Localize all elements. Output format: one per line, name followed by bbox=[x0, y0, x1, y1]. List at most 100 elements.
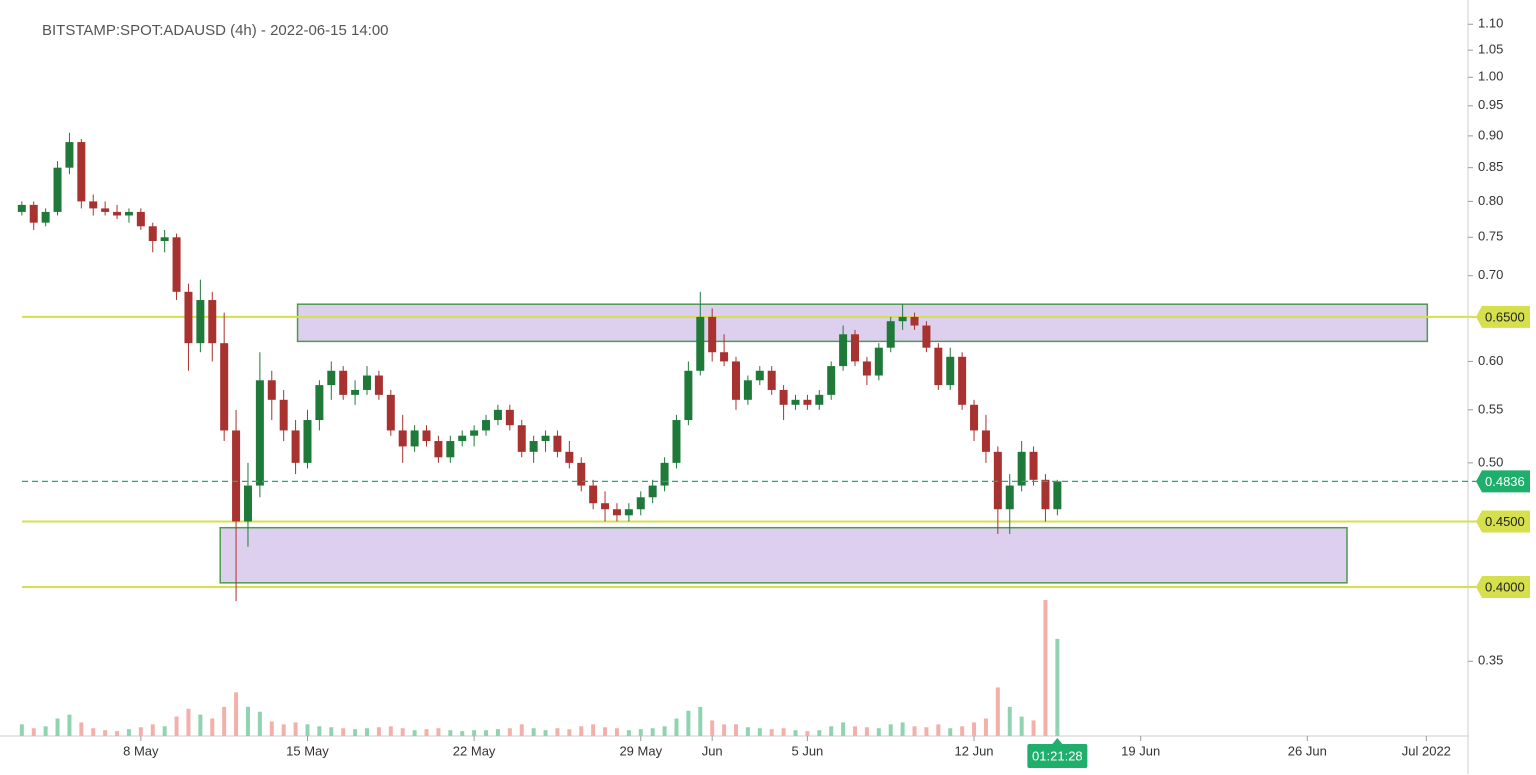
volume-bar bbox=[507, 728, 512, 736]
candle-body bbox=[458, 435, 467, 442]
countdown-badge bbox=[1027, 744, 1088, 768]
candle-body bbox=[910, 316, 919, 326]
volume-bar bbox=[376, 727, 381, 736]
candle-body bbox=[386, 394, 395, 431]
level-badge bbox=[1476, 575, 1530, 598]
candle-body bbox=[493, 409, 502, 421]
candle-body bbox=[589, 485, 598, 504]
volume-bar bbox=[174, 716, 179, 736]
volume-bar bbox=[543, 730, 548, 736]
candle-body bbox=[505, 409, 514, 426]
candle-body bbox=[363, 375, 371, 390]
candle-body bbox=[1041, 479, 1050, 510]
volume-bar bbox=[162, 726, 167, 736]
candle-body bbox=[434, 441, 443, 458]
y-tick-label: 0.75 bbox=[1478, 229, 1503, 244]
candle-body bbox=[255, 380, 264, 486]
candle-body bbox=[446, 441, 455, 458]
candle-body bbox=[327, 370, 336, 386]
candle-body bbox=[672, 420, 681, 463]
y-tick-label: 0.35 bbox=[1478, 653, 1503, 668]
volume-bar bbox=[79, 722, 84, 736]
candle-body bbox=[196, 300, 205, 344]
candle-body bbox=[827, 366, 836, 395]
candle-body bbox=[470, 430, 479, 436]
candle-body bbox=[422, 430, 431, 442]
volume-bar bbox=[1007, 706, 1012, 736]
volume-bar bbox=[853, 726, 858, 736]
volume-bar bbox=[638, 729, 643, 736]
candle-body bbox=[958, 356, 967, 405]
volume-bar bbox=[353, 729, 358, 736]
candle-body bbox=[17, 204, 26, 212]
volume-bar bbox=[150, 724, 155, 736]
candle-body bbox=[351, 389, 360, 395]
volume-bar bbox=[43, 726, 48, 736]
volume-bar bbox=[972, 722, 977, 736]
candle-body bbox=[970, 404, 979, 431]
volume-bar bbox=[245, 706, 250, 736]
volume-bar bbox=[31, 728, 36, 736]
volume-bar bbox=[531, 728, 536, 736]
countdown-arrow bbox=[1052, 738, 1063, 744]
volume-bar bbox=[579, 726, 584, 736]
volume-bar bbox=[781, 728, 786, 736]
volume-bar bbox=[626, 730, 631, 736]
x-tick-label: 29 May bbox=[619, 743, 662, 758]
candle-body bbox=[482, 420, 491, 431]
candle-body bbox=[148, 226, 157, 242]
volume-bar bbox=[317, 726, 322, 736]
candle-body bbox=[124, 211, 133, 216]
level-badge bbox=[1476, 305, 1530, 328]
volume-bar bbox=[424, 729, 429, 736]
volume-bar bbox=[900, 722, 905, 736]
volume-bar bbox=[222, 706, 227, 736]
volume-bar bbox=[567, 729, 572, 736]
volume-bar bbox=[710, 720, 715, 736]
candle-body bbox=[410, 430, 419, 447]
candle-body bbox=[1053, 481, 1062, 510]
candle-body bbox=[553, 435, 562, 452]
volume-bar bbox=[436, 728, 441, 736]
volume-bar bbox=[293, 722, 298, 736]
y-tick-label: 0.55 bbox=[1478, 401, 1503, 416]
candle-body bbox=[922, 325, 931, 348]
volume-bar bbox=[698, 706, 703, 736]
volume-bar bbox=[460, 731, 465, 736]
volume-bar bbox=[126, 729, 131, 736]
y-tick-label: 1.05 bbox=[1478, 42, 1503, 57]
volume-bar bbox=[805, 731, 810, 736]
volume-bar bbox=[1055, 638, 1060, 736]
candle-body bbox=[636, 497, 645, 510]
volume-bar bbox=[960, 726, 965, 736]
candle-body bbox=[612, 509, 621, 516]
y-tick-label: 1.00 bbox=[1478, 69, 1503, 84]
candle-body bbox=[981, 430, 990, 452]
y-tick-label: 1.10 bbox=[1478, 16, 1503, 31]
candle-body bbox=[220, 343, 229, 431]
volume-bar bbox=[234, 692, 239, 736]
volume-bar bbox=[829, 726, 834, 736]
candle-body bbox=[767, 370, 776, 390]
x-tick-label: Jul 2022 bbox=[1402, 743, 1451, 758]
candle-body bbox=[339, 370, 348, 395]
y-tick-label: 0.90 bbox=[1478, 127, 1503, 142]
candle-body bbox=[29, 204, 38, 223]
candle-body bbox=[708, 316, 717, 353]
x-tick-label: 15 May bbox=[286, 743, 329, 758]
volume-bar bbox=[674, 718, 679, 736]
candle-body bbox=[791, 399, 800, 405]
candle-body bbox=[839, 334, 848, 367]
volume-bar bbox=[55, 718, 60, 736]
volume-bar bbox=[388, 726, 393, 736]
volume-bar bbox=[519, 724, 524, 736]
level-label: 0.6500 bbox=[1485, 309, 1525, 324]
candle-body bbox=[779, 389, 788, 405]
candle-body bbox=[851, 334, 860, 362]
volume-bar bbox=[305, 724, 310, 736]
volume-bar bbox=[841, 722, 846, 736]
volume-bar bbox=[257, 711, 262, 736]
volume-bar bbox=[91, 728, 96, 736]
volume-bar bbox=[1043, 600, 1048, 736]
volume-bar bbox=[757, 728, 762, 736]
